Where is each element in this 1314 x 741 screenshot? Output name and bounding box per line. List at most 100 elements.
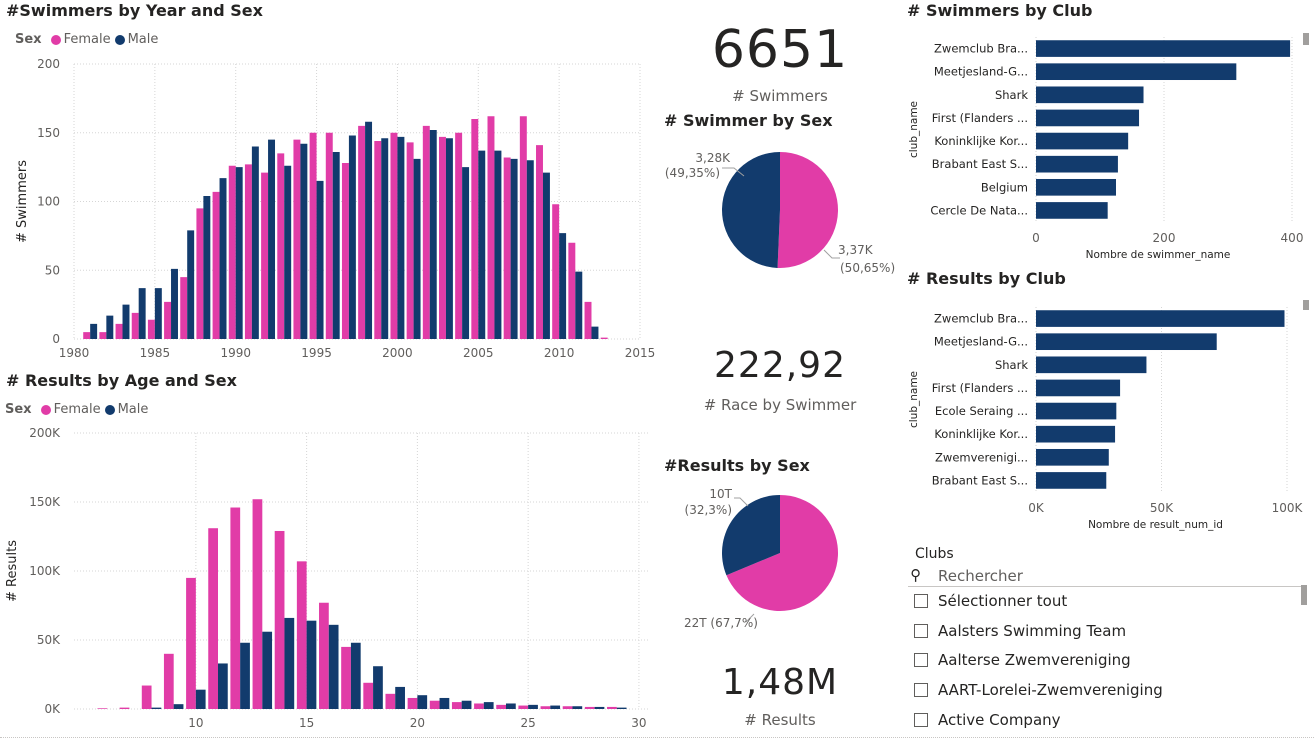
slicer-item[interactable]: Aalterse Zwemvereniging [914,648,1131,672]
female-bar [341,163,349,339]
slicer-item-label: Aalterse Zwemvereniging [938,651,1131,669]
female-legend-dot [50,34,61,45]
female-bar [99,332,107,339]
male-bar [395,686,405,709]
female-bar [196,208,204,339]
category-label: Shark [995,88,1028,102]
x-tick-label: 2010 [544,346,575,360]
category-label: First (Flanders ... [932,111,1028,125]
results-by-sex-pie[interactable] [664,480,900,630]
female-bar [274,530,285,709]
club-swimmers-scrollbar[interactable] [1303,33,1309,45]
male-bar [262,631,273,709]
club-bar [1036,202,1108,219]
male-bar [122,304,130,339]
female-bar [552,204,560,339]
pie2-male-label-1: 10T [709,487,732,501]
male-bar [542,172,550,339]
club-bar [1036,333,1217,351]
category-label: Zwemclub Bra... [934,42,1028,56]
female-bar [319,602,329,709]
slicer-item[interactable]: Active Company [914,708,1061,732]
legend-male-label[interactable]: Male [117,402,149,417]
age-chart-legend[interactable]: Sex Female Male [5,402,148,417]
female-bar [584,301,592,339]
swimmers-by-year-chart[interactable]: 0 50 100 150 200 1980 1985 1990 1995 2000 2005 2010… [0,0,660,370]
slicer-title: Clubs [915,546,954,562]
y-tick-label: 100K [29,564,61,578]
female-slice [777,152,838,268]
male-bar [240,642,250,709]
male-bar [591,326,599,339]
male-bar [417,695,428,709]
category-label: Koninklijke Kor... [934,427,1028,441]
male-slice [721,152,780,268]
results-by-age-chart[interactable]: 0K 50K 100K 150K 200K 10 15 20 25 30 # Results [0,370,660,741]
club-results-scrollbar[interactable] [1303,300,1309,310]
search-placeholder[interactable]: Rechercher [938,567,1023,585]
female-bar [358,125,366,339]
year-chart-legend[interactable]: Sex Female Male [15,32,158,47]
female-bar [252,499,263,709]
club-bar [1036,86,1144,104]
female-bar [487,116,495,339]
results-card-value: 1,48M [721,662,839,703]
female-bar [536,145,543,339]
female-bar [293,139,301,339]
female-bar [83,332,91,339]
category-label: Koninklijke Kor... [934,134,1028,148]
clubs-slicer: Clubs ⚲ Rechercher Sélectionner tout Aal… [902,540,1314,741]
checkbox[interactable] [914,594,928,608]
female-bar [309,132,317,339]
legend-female-label[interactable]: Female [63,32,111,47]
male-bar [506,703,516,709]
x-tick-label: 25 [521,716,536,730]
checkbox[interactable] [914,624,928,638]
female-bar [519,116,527,339]
checkbox[interactable] [914,653,928,667]
club-bar [1036,40,1291,57]
legend-title: Sex [5,402,32,417]
male-bar [154,288,162,339]
category-label: Meetjesland-G... [934,335,1028,349]
slicer-item-label: Sélectionner tout [938,592,1068,610]
male-bar [483,702,494,709]
male-bar [462,167,470,339]
swimmers-by-club-chart[interactable]: 0 200 400 Zwemclub Bra... Meetjesland-G... Sh… [900,25,1314,270]
category-label: First (Flanders ... [932,381,1028,395]
female-bar [471,119,479,339]
legend-female-label[interactable]: Female [53,402,101,417]
results-by-club-chart[interactable]: 0K 50K 100K Zwemclub Bra... Meetjesland-G...… [900,295,1314,540]
female-bar [562,706,573,709]
pie2-female-label: 22T (67,7%) [684,616,758,630]
slicer-item-select-all[interactable]: Sélectionner tout [914,589,1067,613]
male-bar [439,697,450,709]
x-tick-label: 10 [188,716,203,730]
slicer-search-box[interactable]: ⚲ Rechercher [908,566,1304,587]
x-tick-label: 0K [1028,501,1045,515]
female-bar [180,277,188,339]
female-bar [296,561,307,709]
male-bar [559,233,567,339]
results-card-label: # Results [744,711,816,729]
slicer-item[interactable]: AART-Lorelei-Zwemvereniging [914,678,1163,702]
category-label: Cercle De Nata... [930,203,1028,217]
female-bar [230,507,241,709]
slicer-item-label: Active Company [938,711,1061,729]
slicer-scrollbar[interactable] [1301,585,1307,605]
female-bar [244,164,252,339]
swimmer-by-sex-pie[interactable] [664,140,900,290]
male-bar [575,271,583,339]
male-bar [365,121,373,339]
pie2-male-label-2: (32,3%) [684,503,732,517]
checkbox[interactable] [914,683,928,697]
category-label: Zwemclub Bra... [934,312,1028,326]
slicer-item[interactable]: Aalsters Swimming Team [914,619,1126,643]
y-tick-label: 0K [44,702,61,716]
checkbox[interactable] [914,713,928,727]
male-bar [219,178,227,339]
category-label: Shark [995,358,1028,372]
male-bar [235,167,243,339]
female-bar [208,528,218,709]
legend-male-label[interactable]: Male [127,32,159,47]
